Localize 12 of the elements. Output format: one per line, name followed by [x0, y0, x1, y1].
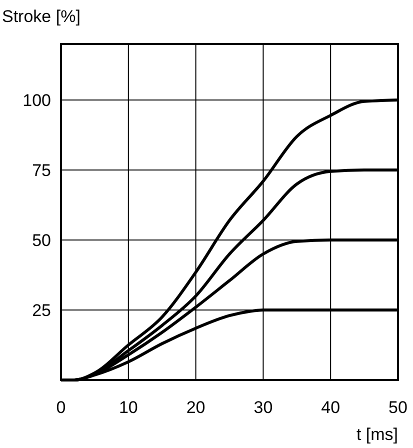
x-tick-label: 0	[56, 398, 66, 417]
y-tick-label: 75	[32, 161, 51, 180]
x-axis-title: t [ms]	[356, 425, 398, 444]
x-tick-label: 10	[118, 398, 138, 417]
x-tick-label: 30	[254, 398, 273, 417]
y-tick-label: 50	[32, 231, 51, 250]
x-tick-label: 40	[321, 398, 340, 417]
y-tick-label: 25	[32, 301, 51, 320]
x-tick-label: 50	[388, 398, 408, 417]
y-tick-label: 100	[22, 91, 51, 110]
x-tick-label: 20	[186, 398, 206, 417]
y-axis-title: Stroke [%]	[2, 7, 80, 26]
